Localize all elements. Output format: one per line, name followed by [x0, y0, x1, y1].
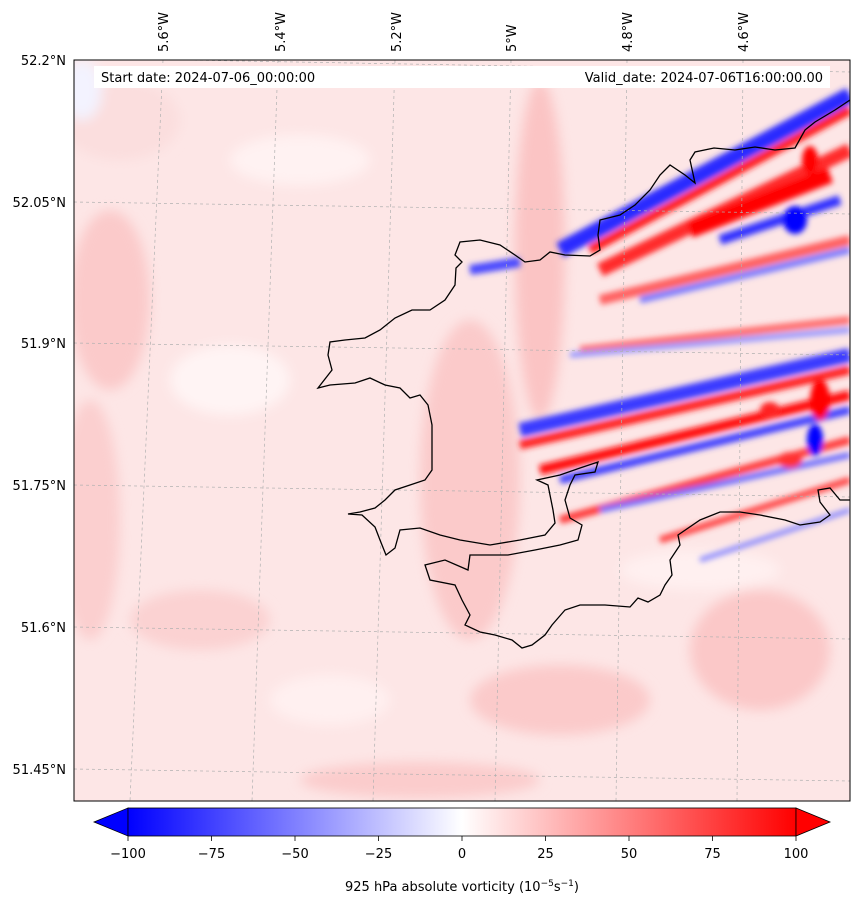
start-date-label: Start date: 2024-07-06_00:00:00 [101, 71, 315, 86]
lon-label-5-2w: 5.2°W [390, 12, 405, 52]
colorbar-tick-label: −25 [365, 847, 392, 862]
colorbar-extend-max [795, 807, 832, 837]
info-banner [94, 66, 830, 88]
colorbar-label-mid: s [554, 880, 561, 895]
lat-label-52-05n: 52.05°N [13, 196, 66, 211]
lat-label-51-75n: 51.75°N [13, 479, 66, 494]
colorbar-tick-label: −50 [281, 847, 308, 862]
coastline [316, 99, 850, 649]
colorbar-tick-label: −100 [110, 847, 146, 862]
vorticity-field-smooth [74, 60, 830, 798]
colorbar-ticks: −100 −75 −50 −25 0 25 50 75 100 [110, 836, 808, 862]
colorbar-tick-label: 50 [621, 847, 638, 862]
vorticity-streaks [469, 87, 850, 563]
latitude-labels: 52.2°N 52.05°N 51.9°N 51.75°N 51.6°N 51.… [13, 54, 66, 778]
colorbar-label-exp2: −1 [561, 879, 574, 889]
lon-label-5w: 5°W [505, 24, 520, 52]
colorbar-tick-label: 0 [458, 847, 466, 862]
lon-label-5-4w: 5.4°W [274, 12, 289, 52]
colorbar-label-prefix: 925 hPa absolute vorticity (10 [345, 880, 541, 895]
lon-label-4-8w: 4.8°W [621, 12, 636, 52]
lon-label-5-6w: 5.6°W [157, 12, 172, 52]
colorbar-gradient [127, 807, 797, 837]
lon-label-4-6w: 4.6°W [737, 12, 752, 52]
colorbar-label: 925 hPa absolute vorticity (10−5s−1) [345, 879, 579, 895]
colorbar-label-exp1: −5 [541, 879, 554, 889]
colorbar: −100 −75 −50 −25 0 25 50 75 100 925 hPa absolute… [92, 807, 832, 895]
colorbar-tick-label: −75 [198, 847, 225, 862]
map-frame [73, 59, 851, 802]
map-panel: Start date: 2024-07-06_00:00:00 Valid_da… [74, 60, 850, 801]
colorbar-tick-label: 100 [784, 847, 809, 862]
colorbar-label-suffix: ) [574, 880, 579, 895]
colorbar-tick-label: 25 [537, 847, 554, 862]
lat-label-51-9n: 51.9°N [21, 337, 66, 352]
lat-label-51-6n: 51.6°N [21, 621, 66, 636]
valid-date-label: Valid_date: 2024-07-06T16:00:00.00 [585, 71, 823, 86]
lat-label-52-2n: 52.2°N [21, 54, 66, 69]
gridlines [74, 60, 850, 801]
longitude-labels: 5.6°W 5.4°W 5.2°W 5°W 4.8°W 4.6°W [157, 12, 752, 52]
colorbar-extend-min [92, 807, 129, 837]
colorbar-tick-label: 75 [704, 847, 721, 862]
lat-label-51-45n: 51.45°N [13, 763, 66, 778]
